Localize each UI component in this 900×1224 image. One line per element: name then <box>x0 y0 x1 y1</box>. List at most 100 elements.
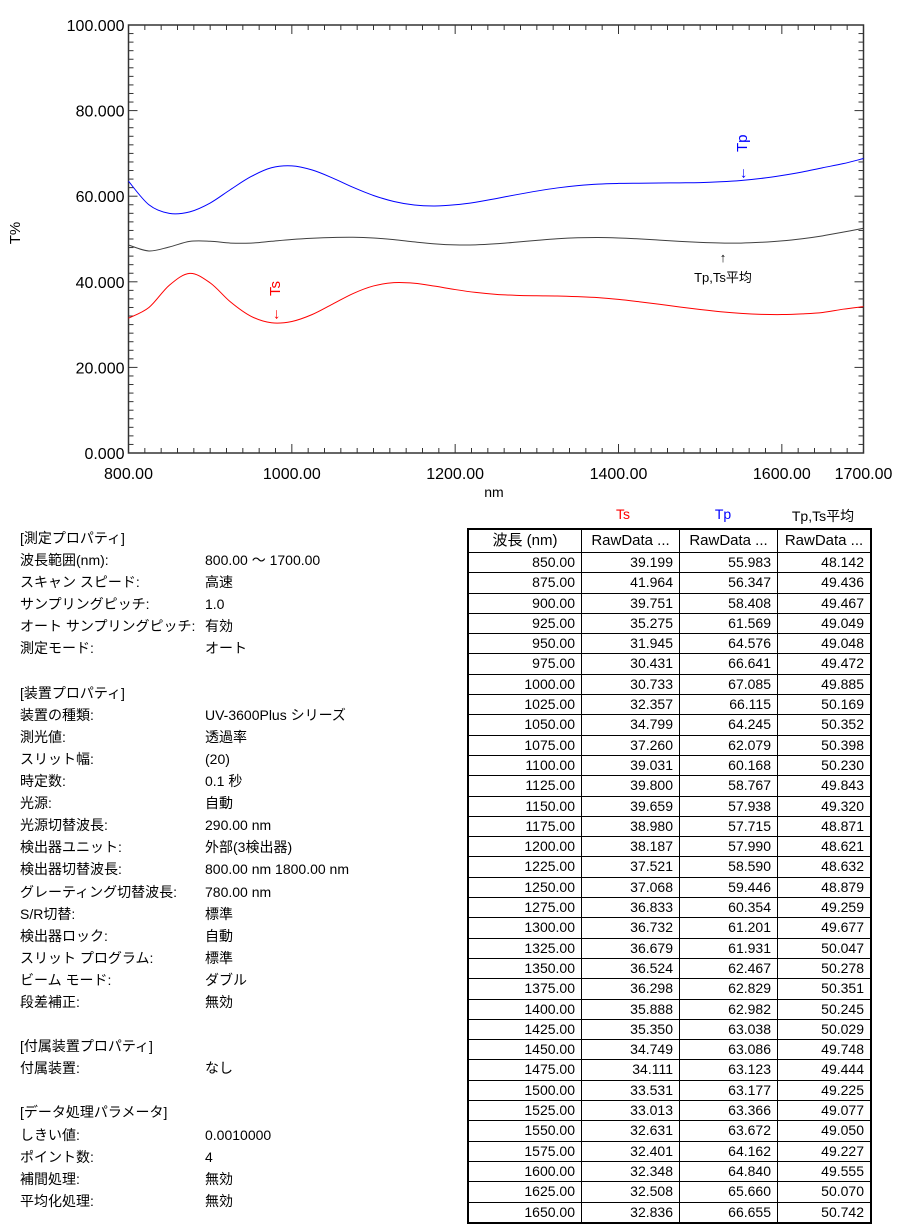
table-row: 1050.00 34.799 64.245 50.352 <box>467 714 872 736</box>
annotation-arrow-avg: ↑ <box>720 250 727 265</box>
table-row: 1350.00 36.524 62.467 50.278 <box>467 957 872 980</box>
property-row: 補間処理: 無効 <box>20 1168 233 1190</box>
table-cell: 850.00 <box>467 551 582 574</box>
table-cell: 1475.00 <box>467 1059 582 1081</box>
property-value: 1.0 <box>205 596 225 613</box>
table-cell: 1325.00 <box>467 937 582 959</box>
spacer <box>20 1013 167 1035</box>
table-cell: 49.677 <box>777 917 872 939</box>
table-cell: 57.990 <box>679 836 778 858</box>
series-line-2 <box>128 227 864 252</box>
table-cell: 30.733 <box>581 673 680 696</box>
property-row: 検出器切替波長: 800.00 nm 1800.00 nm <box>20 858 349 880</box>
property-row: オート サンプリングピッチ: 有効 <box>20 615 233 637</box>
property-value: 4 <box>205 1148 213 1165</box>
table-row: 1275.00 36.833 60.354 49.259 <box>467 897 872 919</box>
table-cell: 34.111 <box>581 1059 680 1081</box>
table-cell: 35.888 <box>581 998 680 1020</box>
table-cell: 49.472 <box>777 653 872 675</box>
property-key: 補間処理: <box>20 1170 80 1187</box>
property-row: ビーム モード: ダブル <box>20 969 247 991</box>
table-row: 875.00 41.964 56.347 49.436 <box>467 572 872 594</box>
table-cell: 1150.00 <box>467 795 582 817</box>
table-cell: 1250.00 <box>467 876 582 899</box>
table-cell: 49.077 <box>777 1100 872 1122</box>
table-cell: 64.245 <box>679 714 778 736</box>
table-cell: 65.660 <box>679 1181 778 1203</box>
column-header[interactable]: 波長 (nm) <box>467 528 582 553</box>
y-tick-label: 60.000 <box>76 189 125 206</box>
table-cell: 1625.00 <box>467 1181 582 1203</box>
property-row: 検出器ロック: 自動 <box>20 925 233 947</box>
column-header[interactable]: RawData ... <box>581 528 680 553</box>
section-title: [装置プロパティ] <box>20 684 125 701</box>
table-cell: 36.833 <box>581 897 680 919</box>
table-row: 1500.00 33.531 63.177 49.225 <box>467 1079 872 1102</box>
table-cell: 1575.00 <box>467 1140 582 1162</box>
property-row: しきい値: 0.0010000 <box>20 1124 271 1146</box>
annotation-arrow-ts: ← <box>266 307 283 322</box>
table-cell: 48.879 <box>777 876 872 899</box>
table-cell: 1000.00 <box>467 673 582 696</box>
table-row: 950.00 31.945 64.576 49.048 <box>467 633 872 655</box>
table-cell: 49.225 <box>777 1079 872 1102</box>
table-cell: 32.508 <box>581 1181 680 1203</box>
table-row: 1125.00 39.800 58.767 49.843 <box>467 775 872 797</box>
table-row: 1600.00 32.348 64.840 49.555 <box>467 1160 872 1183</box>
table-cell: 38.980 <box>581 815 680 838</box>
table-cell: 58.408 <box>679 592 778 614</box>
table-cell: 48.621 <box>777 836 872 858</box>
table-cell: 64.576 <box>679 633 778 655</box>
table-row: 1625.00 32.508 65.660 50.070 <box>467 1181 872 1203</box>
table-cell: 33.531 <box>581 1079 680 1102</box>
table-cell: 49.048 <box>777 633 872 655</box>
y-tick-label: 0.000 <box>84 446 124 463</box>
y-axis-label: T% <box>7 222 24 245</box>
column-header[interactable]: RawData ... <box>777 528 872 553</box>
property-row: ポイント数: 4 <box>20 1146 213 1168</box>
table-cell: 66.641 <box>679 653 778 675</box>
table-cell: 975.00 <box>467 653 582 675</box>
table-cell: 1175.00 <box>467 815 582 838</box>
table-cell: 33.013 <box>581 1100 680 1122</box>
table-cell: 1525.00 <box>467 1100 582 1122</box>
property-key: 光源切替波長: <box>20 817 108 834</box>
property-key: 平均化処理: <box>20 1192 94 1209</box>
table-cell: 49.467 <box>777 592 872 614</box>
property-row: 段差補正: 無効 <box>20 991 233 1013</box>
property-value: 標準 <box>205 949 233 966</box>
property-row: 光源: 自動 <box>20 792 233 814</box>
table-row: 1475.00 34.111 63.123 49.444 <box>467 1059 872 1081</box>
property-value: 標準 <box>205 905 233 922</box>
property-key: グレーティング切替波長: <box>20 883 178 900</box>
annotation-tp: Tp <box>734 134 751 152</box>
column-header[interactable]: RawData ... <box>679 528 778 553</box>
property-key: S/R切替: <box>20 905 76 922</box>
table-cell: 1400.00 <box>467 998 582 1020</box>
property-key: スリット プログラム: <box>20 949 154 966</box>
table-cell: 1225.00 <box>467 856 582 878</box>
table-cell: 49.843 <box>777 775 872 797</box>
table-cell: 36.298 <box>581 978 680 1000</box>
property-row: スキャン スピード: 高速 <box>20 571 233 593</box>
table-cell: 50.352 <box>777 714 872 736</box>
measurement-properties: [測定プロパティ] 波長範囲(nm): 800.00 ～ 1700.00 スキャン ス… <box>20 527 349 1212</box>
property-value: 800.00 nm 1800.00 nm <box>205 861 349 878</box>
property-value: 無効 <box>205 1170 233 1187</box>
table-row: 1575.00 32.401 64.162 49.227 <box>467 1140 872 1162</box>
property-key: スキャン スピード: <box>20 574 140 591</box>
table-cell: 32.357 <box>581 694 680 716</box>
plot-frame <box>127 24 865 454</box>
table-cell: 32.631 <box>581 1120 680 1142</box>
series-label: Tp,Ts平均 <box>791 508 855 524</box>
table-cell: 1550.00 <box>467 1120 582 1142</box>
property-row: スリット幅: (20) <box>20 748 230 770</box>
table-cell: 1075.00 <box>467 734 582 756</box>
property-value: 780.00 nm <box>205 883 272 900</box>
table-cell: 58.590 <box>679 856 778 878</box>
spacer <box>20 1079 167 1101</box>
table-cell: 925.00 <box>467 612 582 635</box>
table-cell: 64.840 <box>679 1160 778 1183</box>
property-key: 段差補正: <box>20 993 80 1010</box>
x-tick-label: 1200.00 <box>426 466 484 483</box>
